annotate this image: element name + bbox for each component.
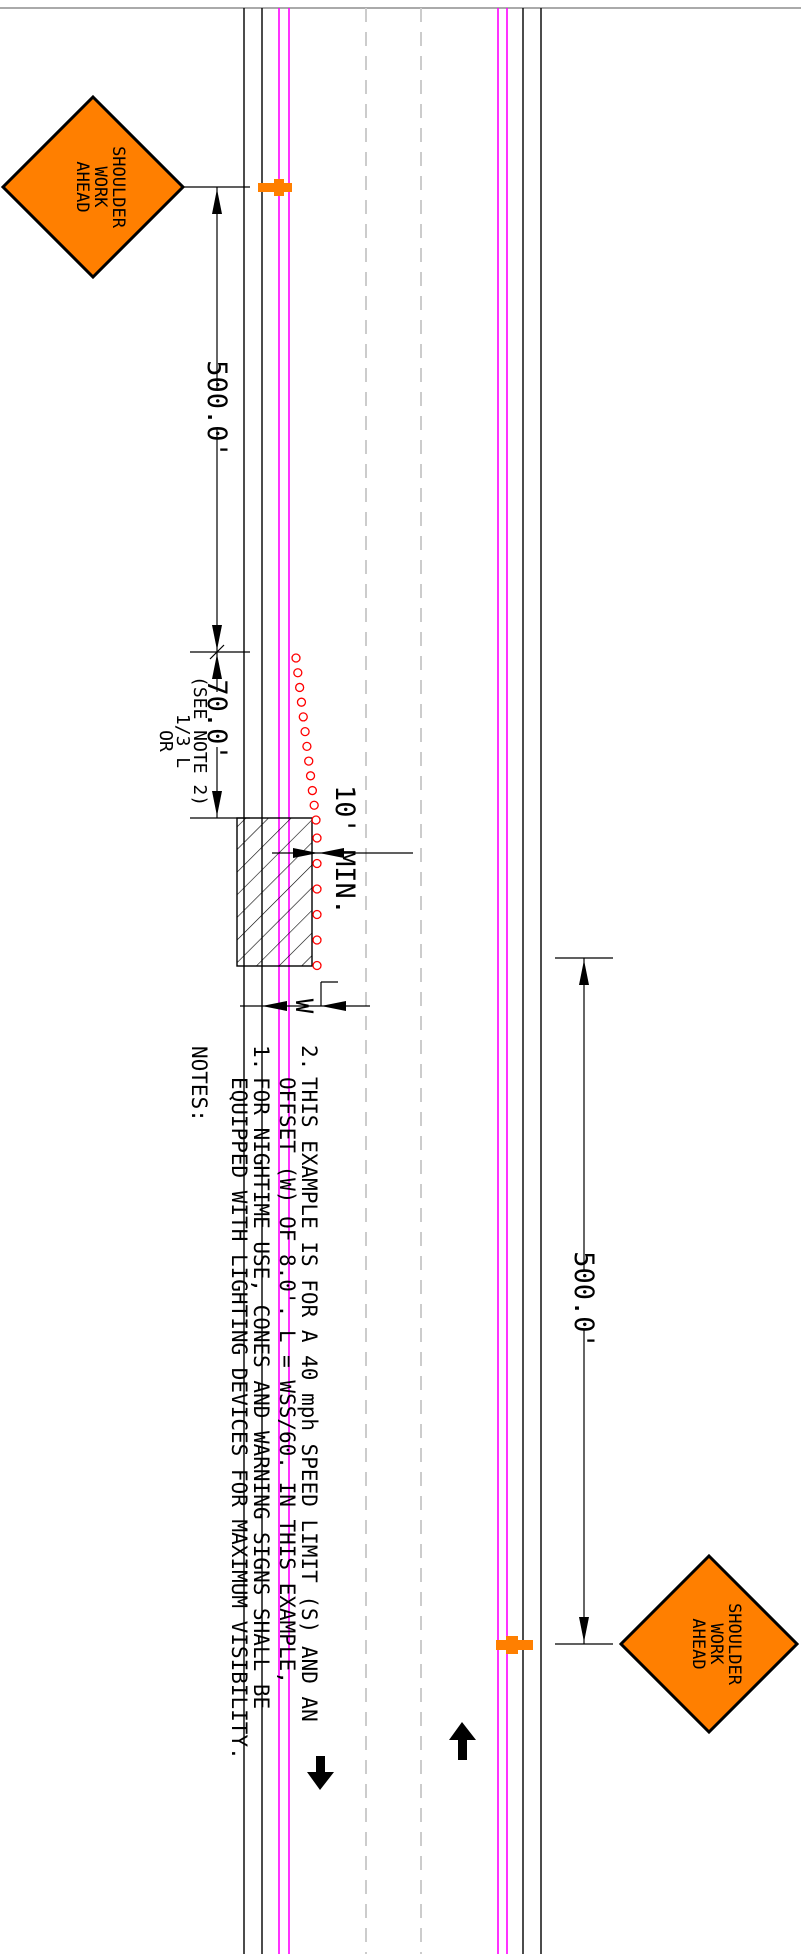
traffic-cone-icon (305, 771, 316, 781)
dimension-right-arrows (579, 960, 589, 1642)
taper-alt-or: OR (155, 730, 176, 752)
sign-shoulder-work-ahead-bottom: SHOULDER WORK AHEAD (618, 1553, 800, 1735)
edge-line-right (497, 8, 508, 1954)
cone-taper (291, 653, 322, 971)
buffer-arrows (293, 848, 344, 858)
sign-bottom-line-1: SHOULDER (724, 1603, 744, 1686)
taper-alt-l: 1/3 L (172, 714, 193, 768)
traffic-cone-icon (293, 668, 303, 678)
sign-post-bottom (496, 1636, 533, 1654)
traffic-cone-icon (311, 815, 321, 825)
traffic-direction-arrow-up-icon (449, 1722, 476, 1760)
traffic-cone-icon (302, 741, 312, 752)
sign-top-line-3: AHEAD (72, 161, 92, 212)
dim-500-top: 500.0' (201, 360, 232, 458)
offset-dimension (240, 981, 370, 1007)
sign-post-top (258, 179, 292, 196)
note-1-line-2: EQUIPPED WITH LIGHTING DEVICES FOR MAXIM… (227, 1077, 251, 1760)
offset-arrows (262, 1001, 346, 1011)
traffic-cone-icon (304, 756, 314, 766)
traffic-cone-icon (296, 697, 307, 707)
road-edge-right (522, 8, 542, 1954)
road-edge-left (243, 8, 263, 1954)
traffic-cone-icon (312, 909, 322, 920)
offset-w-label: W (290, 999, 318, 1014)
sign-bottom-line-3: AHEAD (688, 1618, 708, 1669)
note-1-line-1: FOR NIGHTIME USE, CONES AND WARNING SIGN… (249, 1077, 273, 1709)
traffic-cone-icon (312, 935, 322, 945)
taper-alt-note: (SEE NOTE 2) (189, 676, 210, 806)
sign-bottom-line-2: WORK (706, 1624, 726, 1666)
work-area (236, 817, 313, 967)
dimension-left-arrows (209, 189, 225, 816)
traffic-cone-icon (312, 858, 322, 869)
traffic-cone-icon (307, 785, 318, 796)
notes-block: NOTES: 1. FOR NIGHTIME USE, CONES AND WA… (187, 1045, 321, 1760)
traffic-direction-arrow-down-icon (307, 1756, 334, 1790)
traffic-cone-icon (312, 833, 322, 843)
sign-top-line-2: WORK (90, 167, 110, 209)
dim-500-bottom: 500.0' (568, 1251, 599, 1349)
traffic-cone-icon (312, 884, 322, 894)
centerline (365, 8, 422, 1954)
note-2-line-2: OFFSET (W) OF 8.0'. L = WSS/60. IN THIS … (275, 1077, 299, 1684)
buffer-min-label: 10' MIN. (329, 785, 360, 915)
traffic-cone-icon (312, 960, 322, 971)
edge-line-left (278, 8, 290, 1954)
taper-alternate-text: OR 1/3 L (SEE NOTE 2) (155, 676, 210, 806)
sign-top-line-1: SHOULDER (108, 146, 128, 229)
note-1-number: 1. (249, 1045, 273, 1070)
traffic-cone-icon (300, 726, 310, 737)
dimension-right (555, 957, 613, 1645)
traffic-cone-icon (294, 682, 305, 693)
note-2-line-1: THIS EXAMPLE IS FOR A 40 mph SPEED LIMIT… (297, 1077, 321, 1722)
traffic-cone-icon (298, 712, 308, 722)
notes-heading: NOTES: (187, 1046, 211, 1122)
sign-shoulder-work-ahead-top: SHOULDER WORK AHEAD (0, 94, 186, 280)
note-2-number: 2. (297, 1045, 321, 1070)
traffic-cone-icon (309, 800, 319, 810)
dim-70: 70.0' (201, 679, 232, 760)
traffic-cone-icon (291, 653, 301, 663)
